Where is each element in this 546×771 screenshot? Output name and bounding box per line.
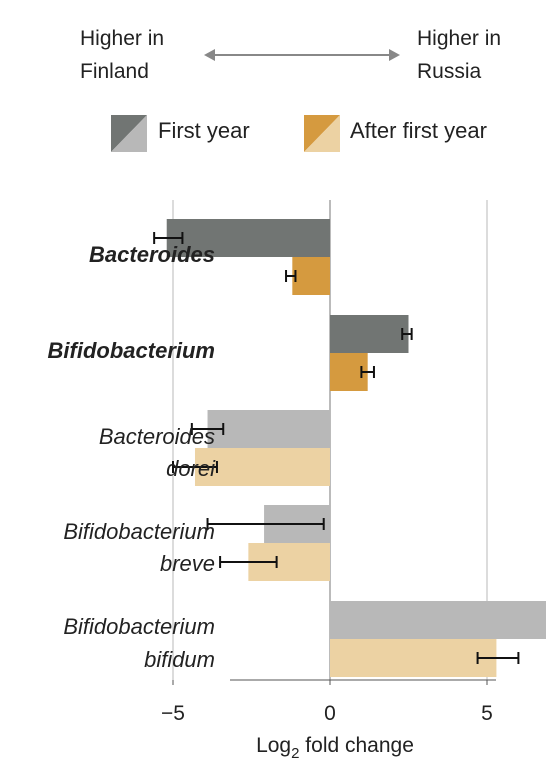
- x-tick-label: 5: [481, 702, 493, 725]
- bar-after-first-year: [330, 639, 497, 677]
- x-axis-label-main: Log: [256, 734, 291, 757]
- higher-in-russia-line1: Higher in: [417, 27, 502, 50]
- x-tick-label: −5: [161, 702, 185, 725]
- higher-in-finland-line1: Higher in: [80, 27, 165, 50]
- category-labels: Bacteroides Bifidobacterium Bacteroides dor…: [48, 242, 217, 672]
- higher-in-finland-label: Higher in Finland: [80, 22, 164, 88]
- category-label: Bacteroides: [99, 424, 215, 449]
- error-bars: [153, 232, 520, 664]
- higher-in-finland-line2: Finland: [80, 60, 149, 83]
- category-label: Bacteroides: [89, 242, 215, 267]
- x-axis-label: Log2 fold change: [256, 734, 414, 762]
- x-axis-label-sub: 2: [291, 745, 299, 762]
- higher-in-russia-label: Higher in Russia: [417, 22, 501, 88]
- x-axis-label-rest: fold change: [299, 734, 413, 757]
- direction-arrow: [204, 49, 400, 61]
- category-label: Bifidobacterium: [63, 519, 215, 544]
- legend-after-first-year-label: After first year: [350, 118, 487, 143]
- category-label: dorei: [166, 456, 216, 481]
- higher-in-russia-line2: Russia: [417, 60, 482, 83]
- x-tick-labels: −50510: [161, 680, 493, 725]
- bar-first-year: [330, 315, 409, 353]
- bar-after-first-year: [292, 257, 330, 295]
- category-label: bifidum: [144, 647, 215, 672]
- legend-first-year-label: First year: [158, 118, 250, 143]
- bar-first-year: [207, 410, 330, 448]
- bars: [166, 219, 546, 677]
- legend-swatch-first-year: [111, 115, 147, 152]
- bar-first-year: [330, 601, 546, 639]
- category-label: Bifidobacterium: [63, 614, 215, 639]
- legend-swatch-after-first-year: [304, 115, 340, 152]
- bar-first-year: [166, 219, 330, 257]
- category-label: Bifidobacterium: [48, 338, 215, 363]
- x-tick-label: 0: [324, 702, 336, 725]
- category-label: breve: [160, 551, 215, 576]
